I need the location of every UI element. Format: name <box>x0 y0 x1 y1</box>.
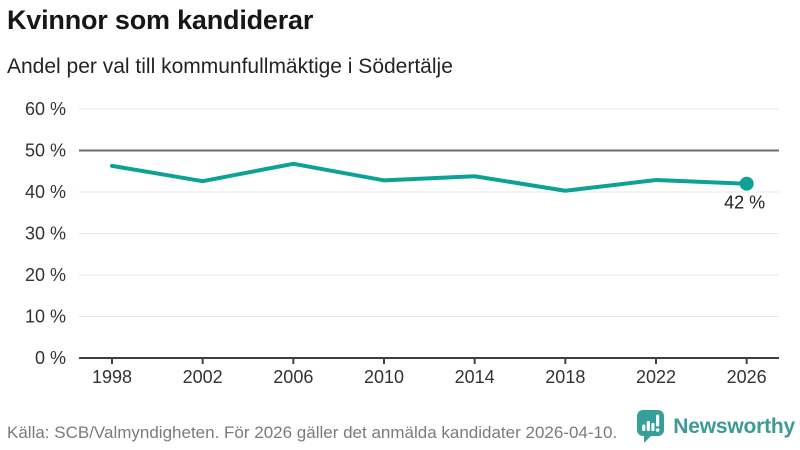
y-axis-tick-label: 0 % <box>35 348 66 368</box>
y-axis-tick-label: 30 % <box>25 224 66 244</box>
x-axis-tick-label: 2010 <box>364 367 404 387</box>
end-point-label: 42 % <box>724 193 765 213</box>
newsworthy-logo: Newsworthy <box>636 409 795 444</box>
end-point-marker <box>739 176 754 191</box>
newsworthy-icon <box>637 410 665 443</box>
x-axis-tick-label: 2002 <box>183 367 223 387</box>
y-axis-tick-label: 40 % <box>25 182 66 202</box>
x-axis-tick-label: 2014 <box>455 367 495 387</box>
x-axis-tick-label: 2026 <box>727 367 767 387</box>
y-axis-tick-label: 20 % <box>25 265 66 285</box>
y-axis-tick-label: 10 % <box>25 307 66 327</box>
source-note: Källa: SCB/Valmyndigheten. För 2026 gäll… <box>7 423 618 442</box>
line-chart: 0 % 10 % 20 % 30 % 40 % 50 % 60 % 1998 2002 2006 2… <box>25 99 779 387</box>
y-axis-tick-label: 60 % <box>25 99 66 119</box>
brand-wordmark: Newsworthy <box>673 414 795 438</box>
data-line <box>110 161 749 193</box>
y-axis-tick-label: 50 % <box>25 141 66 161</box>
x-axis-tick-label: 2006 <box>273 367 313 387</box>
x-axis-tick-label: 1998 <box>92 367 132 387</box>
chart-title: Kvinnor som kandiderar <box>7 5 314 35</box>
x-axis-tick-label: 2022 <box>636 367 676 387</box>
chart-subtitle: Andel per val till kommunfullmäktige i S… <box>7 55 453 78</box>
x-axis-tick-label: 2018 <box>545 367 585 387</box>
